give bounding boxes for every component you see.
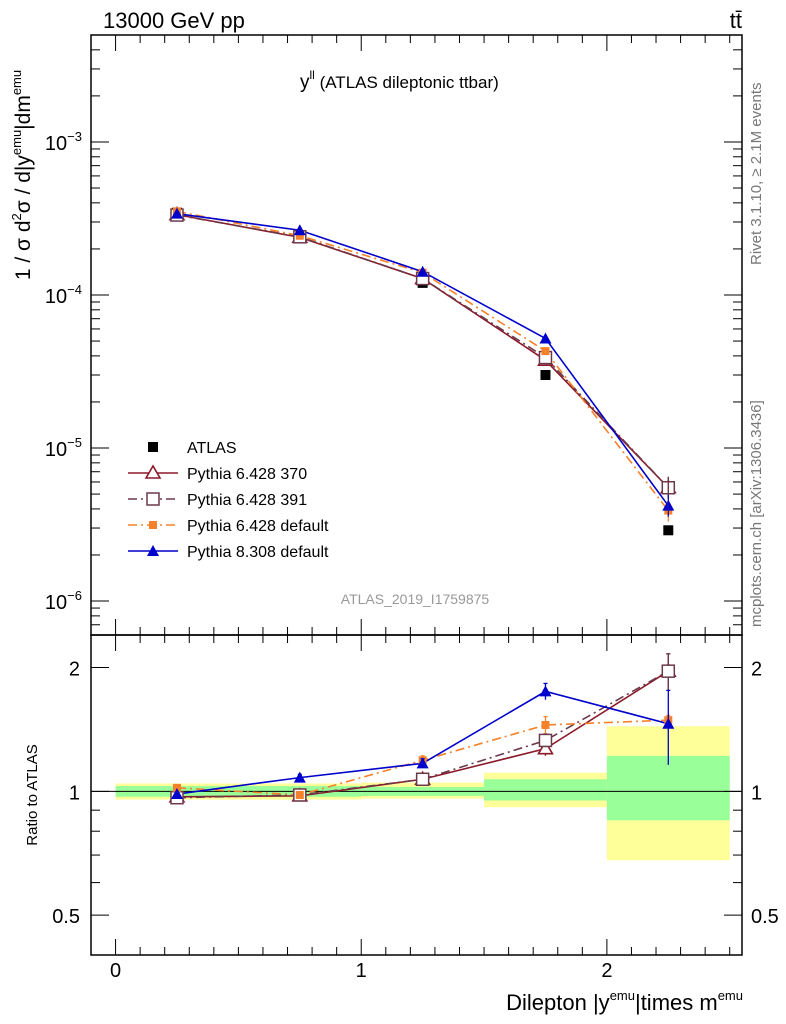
ratio-point-p6def-1 — [295, 790, 304, 799]
ratio-ytick-label-left-1: 1 — [69, 782, 80, 804]
main-ytick-label-3: 10−3 — [45, 129, 82, 155]
legend-marker-atlas — [148, 442, 158, 452]
rivet-label: Rivet 3.1.10, ≥ 2.1M events — [748, 83, 765, 266]
xlabel-sup-2: emu — [718, 988, 743, 1003]
legend-label-atlas: ATLAS — [187, 440, 237, 457]
main-line-p8def — [176, 212, 669, 507]
xtick-label-2: 2 — [601, 960, 612, 982]
legend-entry-atlas: ATLAS — [148, 440, 237, 457]
chart-text: 13000 GeV pp tt̄ Rivet 3.1.10, ≥ 2.1M ev… — [9, 8, 765, 1015]
legend-marker-p8def — [147, 545, 159, 556]
main-ytick-label-1: 10−5 — [45, 435, 82, 461]
ratio-frame — [90, 634, 743, 956]
ratio-point-p391-2 — [415, 772, 430, 787]
legend-marker-p391 — [146, 492, 160, 506]
energy-label: 13000 GeV pp — [103, 8, 245, 33]
legend: ATLAS Pythia 6.428 370 Pythia 6.428 391 Pyt… — [128, 440, 329, 561]
band-inner-3 — [484, 779, 607, 801]
process-label: tt̄ — [730, 8, 742, 33]
legend-label-p6def: Pythia 6.428 default — [187, 518, 329, 535]
ratio-line-p391 — [176, 670, 669, 799]
main-ytick-label-2: 10−4 — [45, 282, 82, 308]
xlabel-sup-1: emu — [610, 988, 635, 1003]
main-line-p391 — [176, 214, 669, 489]
title-sup: ll — [310, 68, 315, 82]
ratio-ytick-label-left-2: 2 — [69, 659, 80, 681]
legend-entry-p391: Pythia 6.428 391 — [128, 492, 307, 509]
legend-entry-p8def: Pythia 8.308 default — [128, 544, 329, 561]
title-main: y — [300, 72, 310, 93]
ratio-point-p8def-0 — [170, 788, 183, 800]
main-point-p8def-2 — [416, 265, 429, 277]
legend-entry-p370: Pythia 6.428 370 — [128, 464, 307, 483]
main-point-p6def-3 — [541, 347, 550, 356]
legend-marker-p6def — [149, 521, 157, 529]
analysis-id: ATLAS_2019_I1759875 — [341, 591, 490, 607]
ratio-ytick-label-right-0: 0.5 — [751, 906, 779, 928]
xlabel-part-2: |times m — [635, 990, 718, 1015]
legend-label-p370: Pythia 6.428 370 — [187, 466, 307, 483]
ratio-point-p8def-4 — [662, 717, 675, 729]
band-inner-4 — [606, 755, 730, 821]
main-ytick-label-0: 10−6 — [45, 588, 82, 614]
main-line-p370 — [176, 213, 669, 489]
main-point-p8def-1 — [293, 224, 306, 236]
ratio-bands — [91, 726, 742, 861]
xlabel-part-1: Dilepton |y — [506, 990, 610, 1015]
ratio-point-p6def-3 — [541, 720, 550, 729]
legend-marker-p370 — [144, 464, 162, 479]
xtick-label-0: 0 — [110, 960, 121, 982]
series-markers — [168, 206, 677, 805]
main-point-atlas-4 — [663, 525, 674, 536]
ratio-point-p391-4 — [661, 664, 676, 678]
ratio-point-p8def-2 — [416, 757, 429, 769]
mcplots-label: mcplots.cern.ch [arXiv:1306.3436] — [748, 400, 765, 627]
ratio-point-p391-3 — [538, 733, 553, 748]
x-axis-label: Dilepton |yemu|times memu — [506, 988, 743, 1015]
ratio-point-p370-3 — [537, 740, 554, 755]
axes: 10−6 10−5 10−4 10−3 0.5 0.5 1 1 2 2 0 1 2 — [45, 34, 779, 982]
main-point-atlas-3 — [540, 370, 551, 381]
main-ylabel: 1 / σ d2σ / d|yemu|dmemu — [9, 70, 35, 280]
main-plot-title: yll (ATLAS dileptonic ttbar) — [300, 68, 499, 93]
ratio-ylabel: Ratio to ATLAS — [24, 744, 41, 845]
ratio-ytick-label-right-2: 2 — [751, 659, 762, 681]
ratio-point-p8def-1 — [293, 771, 306, 783]
ratio-ytick-label-left-0: 0.5 — [52, 906, 80, 928]
legend-label-p391: Pythia 6.428 391 — [187, 492, 307, 509]
ratio-point-p8def-3 — [539, 685, 552, 697]
main-point-p8def-3 — [539, 332, 552, 344]
main-point-p8def-0 — [170, 207, 183, 219]
ratio-ytick-label-right-1: 1 — [751, 782, 762, 804]
main-point-p6def-1 — [295, 231, 304, 240]
legend-entry-p6def: Pythia 6.428 default — [128, 518, 329, 535]
xtick-label-1: 1 — [356, 960, 367, 982]
ratio-point-p6def-0 — [172, 783, 181, 792]
title-rest: (ATLAS dileptonic ttbar) — [315, 73, 499, 92]
legend-label-p8def: Pythia 8.308 default — [187, 544, 329, 561]
